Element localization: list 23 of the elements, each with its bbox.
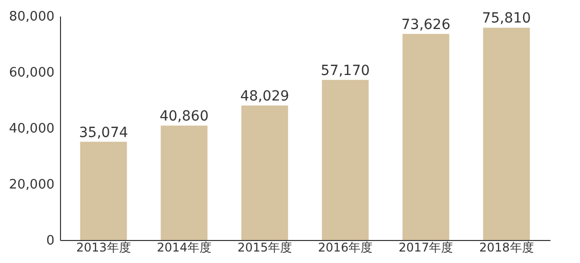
bar <box>160 126 208 240</box>
y-tick-label: 60,000 <box>9 66 54 80</box>
y-tick-label: 0 <box>46 234 54 248</box>
y-tick-label: 20,000 <box>9 178 54 192</box>
bar <box>241 106 288 240</box>
data-label: 35,074 <box>79 124 128 141</box>
data-label: 75,810 <box>482 10 531 27</box>
bar <box>322 80 369 240</box>
data-label: 57,170 <box>320 62 370 79</box>
x-tick-label: 2016年度 <box>318 240 373 254</box>
data-label: 40,860 <box>160 108 209 125</box>
bar <box>402 34 450 240</box>
data-label: 48,029 <box>240 88 290 105</box>
x-tick-label: 2017年度 <box>398 240 454 254</box>
y-tick-label: 80,000 <box>9 10 54 24</box>
x-tick-label: 2015年度 <box>237 240 292 254</box>
data-label: 73,626 <box>401 16 450 33</box>
bar <box>80 142 127 240</box>
x-tick-label: 2018年度 <box>479 240 534 254</box>
y-tick-label: 40,000 <box>9 122 54 136</box>
x-tick-label: 2013年度 <box>76 240 131 254</box>
x-tick-label: 2014年度 <box>156 240 212 254</box>
bar <box>483 28 530 240</box>
